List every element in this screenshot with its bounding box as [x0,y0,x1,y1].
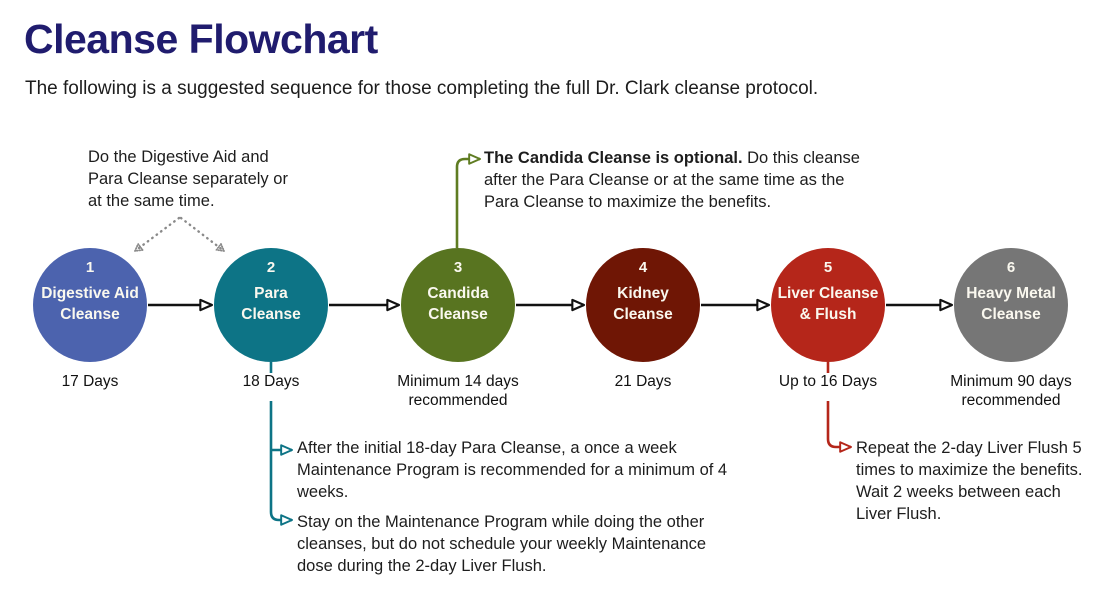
step-duration: 17 Days [61,373,119,390]
note-digestive-para-timing: Do the Digestive Aid and Para Cleanse se… [88,148,288,210]
step-circle-candida: 3 Candida Cleanse [401,248,515,362]
step-number: 3 [453,259,463,276]
step-number: 4 [638,259,648,276]
step-duration: Up to 16 Days [778,373,878,390]
step-number: 5 [823,259,833,276]
step-circle-digestive-aid: 1 Digestive Aid Cleanse [33,248,147,362]
dotted-arrow-to-step2 [179,216,226,253]
step-duration: Minimum 90 days recommended [950,373,1072,409]
step-duration: 21 Days [614,373,672,390]
step-duration: 18 Days [242,373,300,390]
note-candida-rest-text: Do this cleanse after the Para Cleanse o… [484,149,860,211]
step-circle-liver: 5 Liver Cleanse & Flush [771,248,885,362]
step-circle-para: 2 Para Cleanse [214,248,328,362]
step-name: Para Cleanse [241,285,301,323]
page-title: Cleanse Flowchart [24,16,378,62]
note-candida-optional: The Candida Cleanse is optional. Do this… [484,147,876,213]
note-maintenance-schedule: Stay on the Maintenance Program while do… [297,513,707,575]
note-candida-bold-text: The Candida Cleanse is optional. [484,149,743,167]
step-name: Liver Cleanse & Flush [777,285,879,323]
red-connector-main [826,401,852,453]
step-circle-heavy-metal: 6 Heavy Metal Cleanse [954,248,1068,362]
step-name: Candida Cleanse [427,285,489,323]
step-duration: Minimum 14 days recommended [397,373,519,409]
teal-connector-main [269,401,293,526]
step-name: Digestive Aid Cleanse [41,285,139,323]
step-circle-kidney: 4 Kidney Cleanse [586,248,700,362]
step-number: 2 [266,259,276,276]
step-name: Heavy Metal Cleanse [966,285,1056,323]
step-number: 1 [85,259,95,276]
step-number: 6 [1006,259,1016,276]
step-name: Kidney Cleanse [613,285,673,323]
note-maintenance-program: After the initial 18-day Para Cleanse, a… [297,439,728,501]
note-liver-flush-repeat: Repeat the 2-day Liver Flush 5 times to … [856,439,1083,523]
page-subtitle: The following is a suggested sequence fo… [25,78,819,99]
green-connector-candida-note [455,153,481,248]
dotted-arrow-to-step1 [133,216,181,253]
